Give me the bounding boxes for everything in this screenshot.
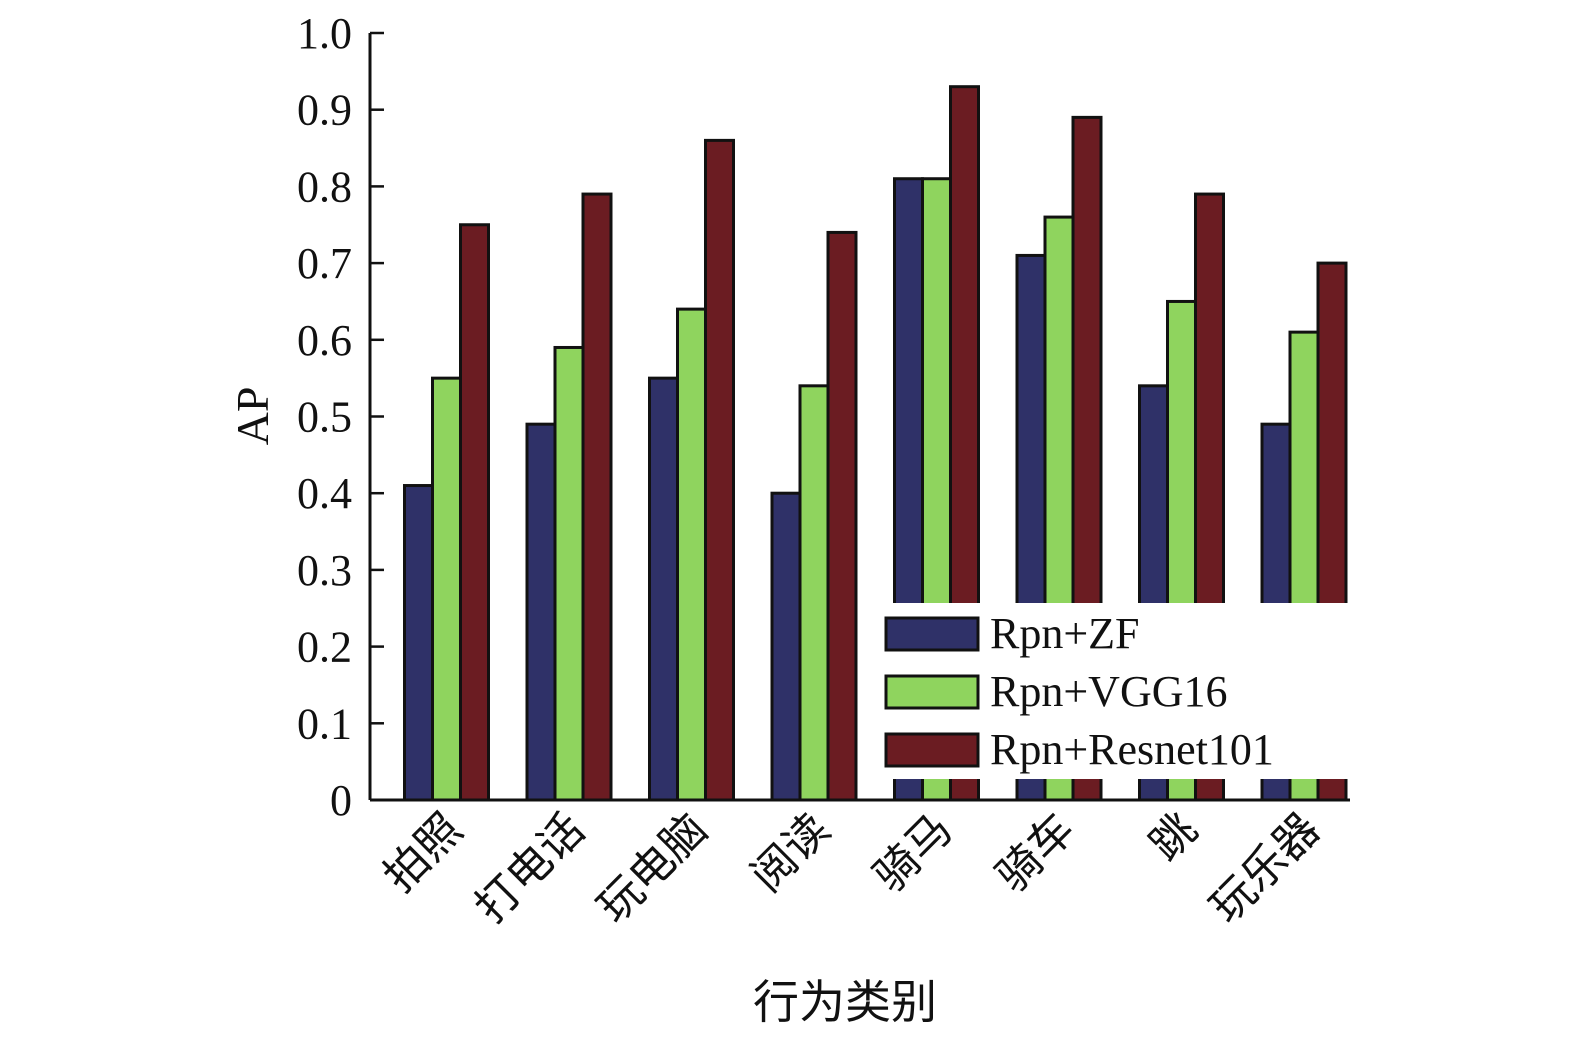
x-category-label: 打电话 <box>465 804 594 933</box>
bar-rpn-vgg16-3 <box>798 384 830 802</box>
legend-swatch-0 <box>884 616 980 652</box>
y-tick-label: 0.5 <box>297 393 352 442</box>
y-axis-label: AP <box>227 387 278 446</box>
bar-rpn-zf-1 <box>525 422 557 802</box>
y-tick-label: 0.9 <box>297 86 352 135</box>
x-category-label: 玩电脑 <box>588 804 717 933</box>
y-tick-label: 0.3 <box>297 546 352 595</box>
y-tick-label: 0.2 <box>297 623 352 672</box>
x-category-label: 骑马 <box>864 804 962 902</box>
y-tick-label: 1.0 <box>297 9 352 58</box>
bar-rpn-vgg16-0 <box>431 376 462 802</box>
y-tick-label: 0.6 <box>297 316 352 365</box>
legend-label-2: Rpn+Resnet101 <box>990 725 1274 774</box>
x-category-label: 骑车 <box>986 804 1084 902</box>
y-tick-label: 0.7 <box>297 239 352 288</box>
bar-rpn-zf-3 <box>770 491 802 802</box>
legend: Rpn+ZF Rpn+VGG16 Rpn+Resnet101 <box>877 603 1350 779</box>
x-category-label: 跳 <box>1140 804 1207 871</box>
legend-swatch-1 <box>884 674 980 710</box>
x-category-label: 阅读 <box>741 804 839 902</box>
x-category-label: 玩乐器 <box>1200 804 1329 933</box>
bar-rpn-vgg16-2 <box>676 307 707 802</box>
y-tick-label: 0.8 <box>297 162 352 211</box>
y-tick-label: 0.4 <box>297 469 352 518</box>
bar-rpn-resnet101-2 <box>704 138 735 802</box>
y-ticks-group: 0 0.1 0.2 0.3 0.4 0.5 0.6 0.7 0.8 0.9 1.0 <box>297 9 384 825</box>
bar-rpn-resnet101-3 <box>826 230 858 802</box>
legend-label-0: Rpn+ZF <box>990 609 1140 658</box>
x-axis-label: 行为类别 <box>753 977 937 1028</box>
legend-swatch-2 <box>884 732 980 768</box>
bar-rpn-resnet101-0 <box>459 223 490 802</box>
bar-rpn-vgg16-1 <box>553 345 585 802</box>
x-category-label: 拍照 <box>374 804 472 902</box>
y-tick-label: 0 <box>330 776 352 825</box>
legend-label-1: Rpn+VGG16 <box>990 667 1228 716</box>
bar-rpn-resnet101-1 <box>581 192 613 802</box>
bar-rpn-zf-2 <box>648 376 679 802</box>
bar-rpn-zf-0 <box>403 484 434 802</box>
y-tick-label: 0.1 <box>297 699 352 748</box>
